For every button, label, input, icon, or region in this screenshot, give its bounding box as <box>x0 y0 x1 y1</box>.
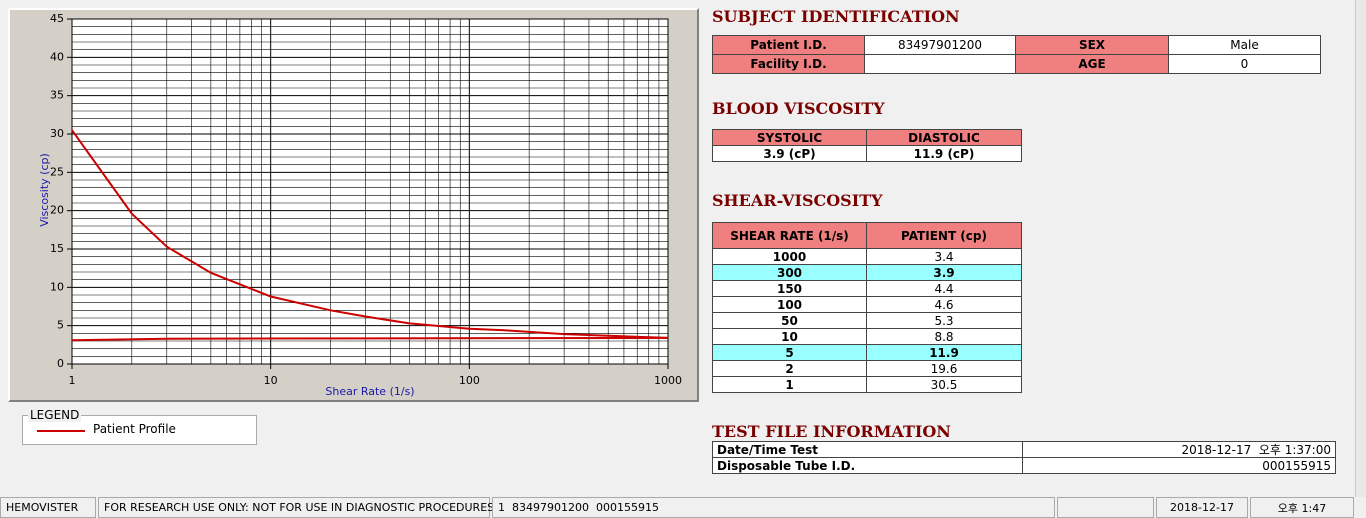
y-tick-label: 15 <box>50 242 64 255</box>
column-header: SHEAR RATE (1/s) <box>712 222 867 249</box>
section-title: BLOOD VISCOSITY <box>712 99 885 118</box>
table-cell: 1 <box>712 376 867 393</box>
column-header: SYSTOLIC <box>712 129 867 146</box>
x-tick-label: 1000 <box>654 374 682 387</box>
table-cell: 11.9 (cP) <box>866 145 1022 162</box>
section-title: SUBJECT IDENTIFICATION <box>712 7 960 26</box>
y-tick-label: 5 <box>57 319 64 332</box>
field-label: AGE <box>1015 54 1169 74</box>
field-label: Facility I.D. <box>712 54 865 74</box>
field-label: Date/Time Test <box>712 441 1023 458</box>
y-tick-label: 45 <box>50 12 64 25</box>
y-tick-label: 10 <box>50 280 64 293</box>
legend-label: Patient Profile <box>93 422 176 436</box>
legend-title: LEGEND <box>28 408 82 422</box>
status-cell: 오후 1:47 <box>1250 497 1354 518</box>
x-tick-label: 100 <box>459 374 480 387</box>
table-cell: 5.3 <box>866 312 1022 329</box>
status-cell <box>1057 497 1154 518</box>
field-label: Patient I.D. <box>712 35 865 55</box>
status-cell: 1 83497901200 000155915 <box>492 497 1055 518</box>
table-cell: 4.4 <box>866 280 1022 297</box>
table-cell: 10 <box>712 328 867 345</box>
status-cell: HEMOVISTER <box>0 497 96 518</box>
scrollbar[interactable] <box>1355 0 1366 497</box>
x-axis-label: Shear Rate (1/s) <box>325 385 414 398</box>
table-cell: 2 <box>712 360 867 377</box>
series-line <box>71 336 669 342</box>
field-label: Disposable Tube I.D. <box>712 457 1023 474</box>
plot-area <box>71 18 669 365</box>
table-cell: 8.8 <box>866 328 1022 345</box>
x-tick-label: 10 <box>264 374 278 387</box>
table-cell: 1000 <box>712 248 867 265</box>
table-cell: 5 <box>712 344 867 361</box>
table-cell: 150 <box>712 280 867 297</box>
y-tick-label: 25 <box>50 165 64 178</box>
section-title: TEST FILE INFORMATION <box>712 422 951 441</box>
column-header: DIASTOLIC <box>866 129 1022 146</box>
table-cell: 30.5 <box>866 376 1022 393</box>
y-tick-label: 20 <box>50 204 64 217</box>
status-cell: 2018-12-17 <box>1156 497 1248 518</box>
y-tick-label: 35 <box>50 89 64 102</box>
field-value: 000155915 <box>1022 457 1336 474</box>
field-value: 0 <box>1168 54 1321 74</box>
column-header: PATIENT (cp) <box>866 222 1022 249</box>
y-tick-label: 40 <box>50 50 64 63</box>
field-value: 2018-12-17 오후 1:37:00 <box>1022 441 1336 458</box>
table-cell: 3.9 (cP) <box>712 145 867 162</box>
table-cell: 11.9 <box>866 344 1022 361</box>
table-cell: 50 <box>712 312 867 329</box>
section-title: SHEAR-VISCOSITY <box>712 191 883 210</box>
table-cell: 3.4 <box>866 248 1022 265</box>
status-cell: FOR RESEARCH USE ONLY: NOT FOR USE IN DI… <box>98 497 494 518</box>
series-line <box>71 129 669 339</box>
field-value: 83497901200 <box>864 35 1016 55</box>
table-cell: 3.9 <box>866 264 1022 281</box>
field-label: SEX <box>1015 35 1169 55</box>
y-tick-label: 0 <box>57 357 64 370</box>
y-axis-label: Viscosity (cp) <box>38 153 51 227</box>
y-tick-label: 30 <box>50 127 64 140</box>
field-value <box>864 54 1016 74</box>
table-cell: 300 <box>712 264 867 281</box>
x-tick-label: 1 <box>69 374 76 387</box>
field-value: Male <box>1168 35 1321 55</box>
chart: 0 5 10 15 20 25 30 35 40 45 1 10 100 1000 Shear Rate (… <box>38 12 682 398</box>
table-cell: 4.6 <box>866 296 1022 313</box>
legend-swatch <box>37 430 85 432</box>
table-cell: 100 <box>712 296 867 313</box>
table-cell: 19.6 <box>866 360 1022 377</box>
